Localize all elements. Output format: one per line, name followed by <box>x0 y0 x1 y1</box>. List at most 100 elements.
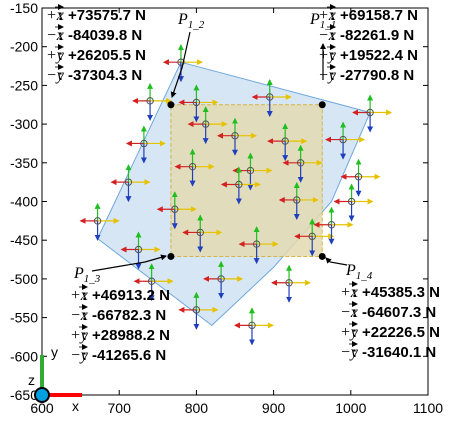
probe-point-24 <box>294 218 335 257</box>
probe-point-14 <box>282 144 323 183</box>
probe-point-16 <box>79 202 120 241</box>
force-value: -41265.6 N <box>92 347 166 364</box>
y-tick-label: -200 <box>10 39 38 55</box>
probe-point-6 <box>125 125 166 164</box>
force-value: +45385.3 N <box>362 284 440 301</box>
force-symbol: −y <box>46 67 65 84</box>
force-colon: : <box>58 47 63 64</box>
probe-marker <box>347 197 356 206</box>
probe-marker <box>147 277 156 285</box>
probe-marker <box>93 217 102 225</box>
force-value: +19522.4 N <box>340 47 418 64</box>
force-colon: : <box>352 304 357 321</box>
force-value: +26205.5 N <box>68 47 146 64</box>
probe-marker <box>188 162 197 171</box>
probe-point-17 <box>156 191 197 230</box>
force-colon: : <box>330 67 335 84</box>
probe-point-7 <box>187 106 228 145</box>
force-colon: : <box>58 27 63 44</box>
force-value: -31640.1 N <box>362 344 436 361</box>
corner-annotation-P1_4: P1_4 +x: +45385.3 N−x: -64607.3 N+y: +22226.… <box>325 257 440 361</box>
probe-marker <box>246 166 255 175</box>
probe-marker <box>252 240 261 248</box>
corner-label: P1_4 <box>345 262 373 282</box>
probe-marker <box>266 93 274 101</box>
force-value: -84039.8 N <box>68 27 142 44</box>
probe-point-18 <box>220 166 261 205</box>
probe-marker <box>201 120 210 128</box>
probe-marker <box>177 58 185 66</box>
corner-annotation-P1_3: P1_3 +x: +46913.2 N−x: -66782.3 N+y: +28988.… <box>70 254 170 364</box>
force-colon: : <box>352 284 357 301</box>
force-symbol: +x <box>70 287 88 304</box>
x-tick-label: 1000 <box>335 400 366 416</box>
probe-marker <box>231 132 239 140</box>
force-value: -82261.9 N <box>340 27 414 44</box>
force-symbol: −y <box>70 347 89 364</box>
corner-point-P1_1 <box>318 101 326 109</box>
force-symbol: +y <box>318 47 337 64</box>
corner-point-P1_4 <box>318 252 326 260</box>
probe-point-5 <box>352 94 393 133</box>
force-symbol: +x <box>318 7 336 24</box>
force-colon: : <box>82 347 87 364</box>
probe-marker <box>293 196 301 204</box>
y-tick-label: -250 <box>10 77 38 93</box>
corner-point-P1_3 <box>167 252 175 260</box>
force-colon: : <box>352 324 357 341</box>
probe-marker <box>248 321 256 330</box>
y-tick-label: -350 <box>10 155 38 171</box>
corner-label: P1_2 <box>177 11 205 31</box>
probe-marker <box>140 139 148 148</box>
frame-z-label: z <box>28 372 35 388</box>
probe-point-29 <box>178 291 219 330</box>
force-symbol: +y <box>46 47 65 64</box>
frame-x-label: x <box>72 398 79 414</box>
probe-marker <box>217 275 225 283</box>
force-colon: : <box>330 7 335 24</box>
probe-point-12 <box>174 148 215 187</box>
y-tick-label: -650 <box>10 387 38 403</box>
force-symbol: +y <box>340 324 359 341</box>
force-value: +73575.7 N <box>68 7 146 24</box>
y-tick-label: -150 <box>10 0 38 16</box>
probe-marker <box>281 137 289 145</box>
x-tick-label: 800 <box>185 400 209 416</box>
force-symbol: −x <box>318 27 336 44</box>
probe-marker <box>134 245 143 254</box>
probe-point-20 <box>333 183 374 222</box>
probe-marker <box>171 205 179 213</box>
probe-point-22 <box>182 214 223 253</box>
frame-y-label: y <box>51 344 58 360</box>
force-value: +46913.2 N <box>92 287 170 304</box>
probe-marker <box>296 159 305 167</box>
probe-point-23 <box>238 226 279 265</box>
force-colon: : <box>58 7 63 24</box>
x-tick-label: 1100 <box>413 400 443 416</box>
probe-marker <box>235 180 243 189</box>
probe-point-25 <box>313 206 354 245</box>
probe-marker <box>327 221 336 229</box>
probe-marker <box>124 178 133 186</box>
probe-point-27 <box>203 260 244 299</box>
probe-marker <box>339 135 347 144</box>
leader-arrow <box>170 31 191 98</box>
frame-z-axis <box>34 387 50 403</box>
force-symbol: −y <box>318 67 337 84</box>
probe-point-11 <box>110 164 151 203</box>
force-symbol: −y <box>340 344 359 361</box>
probe-marker <box>285 279 293 287</box>
probe-marker <box>366 108 374 117</box>
probe-marker <box>308 232 316 241</box>
probe-point-21 <box>120 231 161 270</box>
y-tick-label: -300 <box>10 116 38 132</box>
force-colon: : <box>82 287 87 304</box>
force-value: -27790.8 N <box>340 67 414 84</box>
y-tick-label: -500 <box>10 271 38 287</box>
y-tick-label: -550 <box>10 310 38 326</box>
probe-point-28 <box>271 264 312 303</box>
probe-marker <box>354 173 363 181</box>
force-symbol: −x <box>46 27 64 44</box>
y-tick-label: -400 <box>10 194 38 210</box>
